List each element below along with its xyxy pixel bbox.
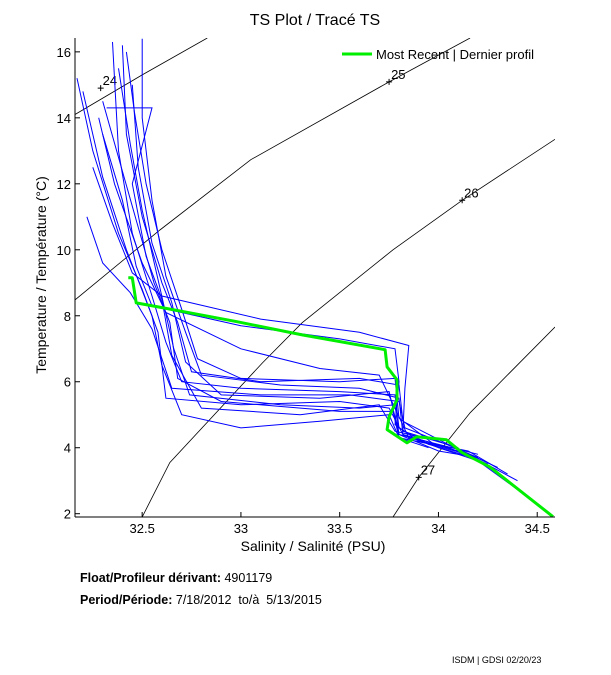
period-value: 7/18/2012 to/à 5/13/2015 <box>175 593 322 607</box>
y-tick-label: 10 <box>57 243 71 258</box>
historical-profile-line <box>102 101 488 465</box>
contour-label: 25 <box>391 67 405 82</box>
density-contour-24 <box>75 38 208 115</box>
legend-label: Most Recent | Dernier profil <box>376 47 534 62</box>
historical-profile-line <box>131 84 479 459</box>
density-contour-25 <box>75 38 471 301</box>
x-axis-label: Salinity / Salinité (PSU) <box>241 538 386 554</box>
y-tick-label: 2 <box>64 507 71 522</box>
contour-label-marker <box>97 85 104 92</box>
contour-label: 24 <box>103 73 117 88</box>
y-tick-label: 6 <box>64 375 71 390</box>
float-info: Float/Profileur dérivant: 4901179 <box>80 571 272 585</box>
float-id: 4901179 <box>224 571 273 585</box>
historical-profile-line <box>82 91 429 449</box>
contour-label-marker <box>459 197 466 204</box>
historical-profile-line <box>92 167 459 449</box>
historical-profile-line <box>118 68 479 455</box>
y-tick-label: 12 <box>57 177 71 192</box>
y-axis-label: Temperature / Température (°C) <box>33 176 49 374</box>
legend: Most Recent | Dernier profil <box>342 47 534 62</box>
historical-profile-line <box>121 45 498 468</box>
float-label: Float/Profileur dérivant: <box>80 571 221 585</box>
historical-profile-line <box>141 38 488 465</box>
x-tick-label: 34.5 <box>525 521 550 536</box>
historical-profile-line <box>112 41 518 482</box>
footer-credit: ISDM | GDSI 02/20/23 <box>452 655 542 665</box>
contour-label: 26 <box>464 185 478 200</box>
most-recent-profile-line <box>128 276 554 517</box>
chart-title: TS Plot / Tracé TS <box>250 12 380 29</box>
contour-label-marker <box>386 78 393 85</box>
x-tick-label: 34 <box>431 521 445 536</box>
period-label: Period/Période: <box>80 593 173 607</box>
y-tick-label: 14 <box>57 111 71 126</box>
contour-label: 27 <box>421 462 435 477</box>
contour-label-marker <box>415 474 422 481</box>
x-tick-label: 33 <box>234 521 248 536</box>
historical-profile-line <box>98 117 459 452</box>
y-tick-label: 8 <box>64 309 71 324</box>
historical-profile-line <box>86 216 439 442</box>
x-tick-label: 32.5 <box>130 521 155 536</box>
y-tick-label: 4 <box>64 441 71 456</box>
period-info: Period/Période: 7/18/2012 to/à 5/13/2015 <box>80 593 322 607</box>
x-tick-label: 33.5 <box>327 521 352 536</box>
historical-profile-line <box>125 51 475 459</box>
y-tick-label: 16 <box>57 45 71 60</box>
density-contour-27 <box>392 326 555 517</box>
